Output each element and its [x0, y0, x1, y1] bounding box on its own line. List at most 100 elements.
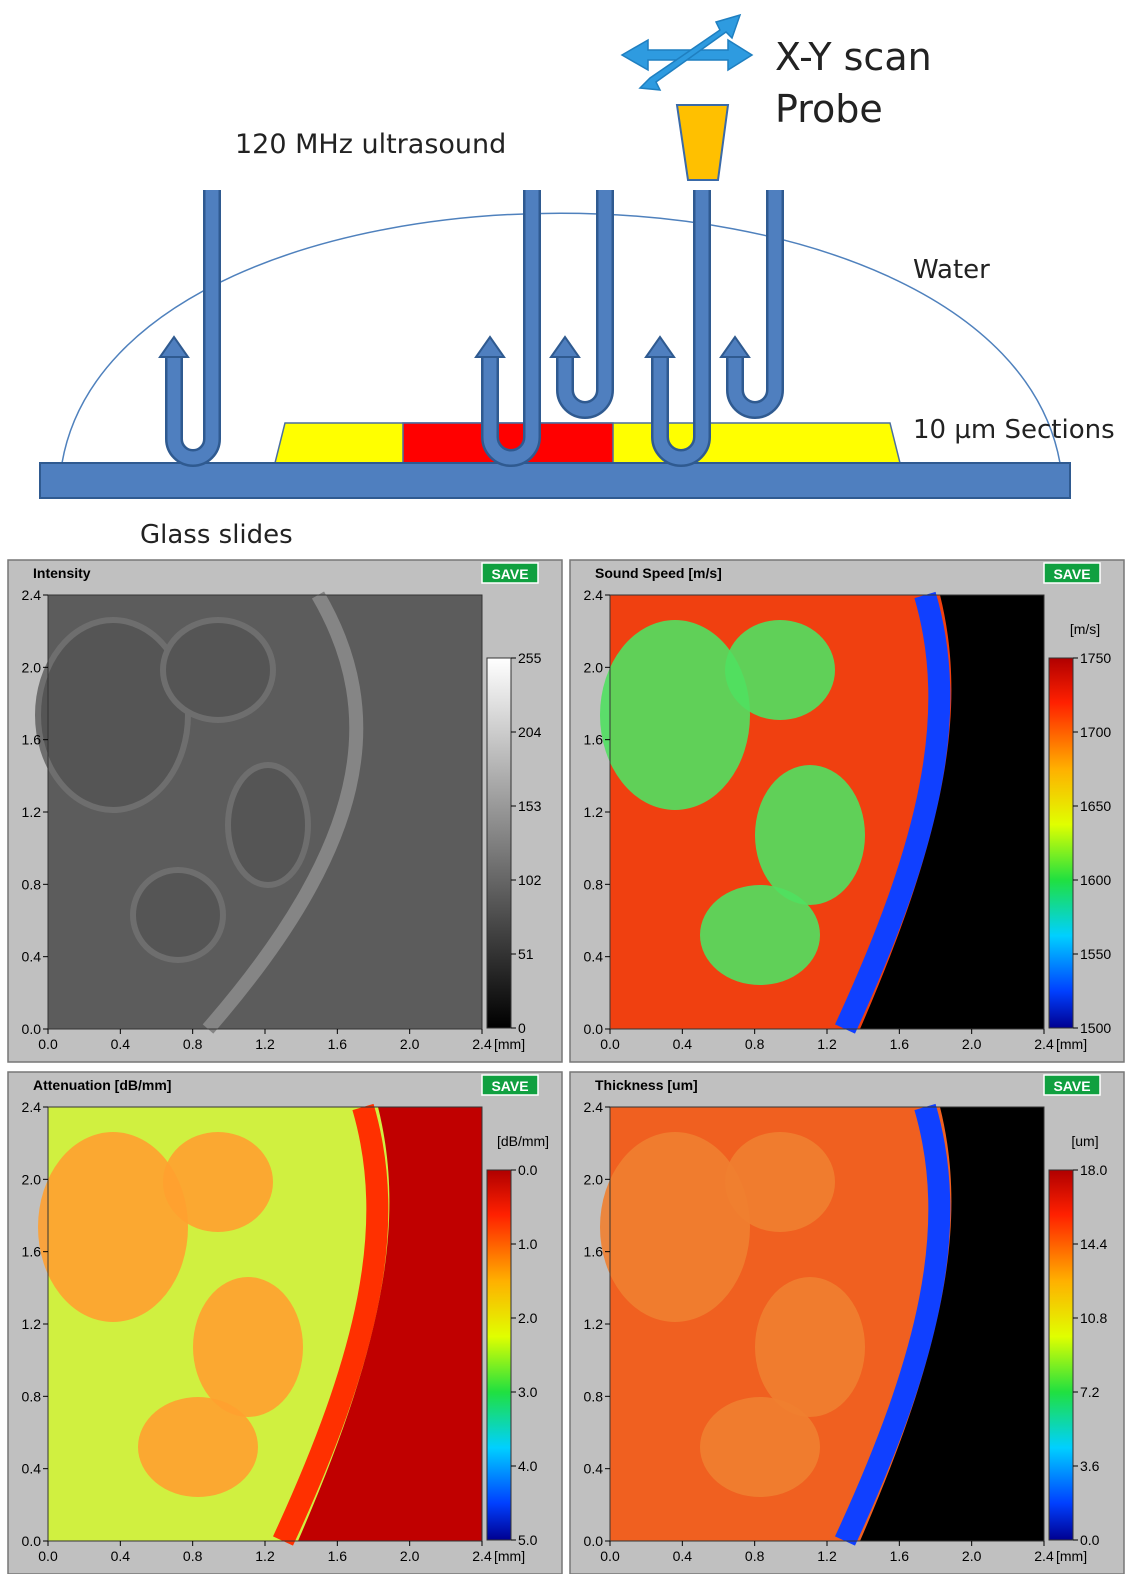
y-tick-label: 0.0 — [584, 1533, 604, 1549]
arrow-head — [721, 337, 749, 357]
ultrasound-label: 120 MHz ultrasound — [235, 129, 506, 160]
x-tick-label: 1.2 — [817, 1036, 837, 1052]
y-tick-label: 0.8 — [584, 1388, 604, 1404]
y-tick-label: 2.0 — [584, 1171, 604, 1187]
y-tick-label: 0.8 — [584, 876, 604, 892]
x-tick-label: 1.6 — [328, 1036, 348, 1052]
arrow-body — [565, 190, 605, 410]
colorbar-tick-label: 3.6 — [1080, 1458, 1100, 1474]
y-tick-label: 2.4 — [584, 1099, 604, 1115]
colorbar — [1049, 658, 1073, 1028]
y-tick-label: 1.2 — [22, 804, 42, 820]
x-tick-label: 0.8 — [183, 1548, 203, 1564]
y-tick-label: 1.6 — [584, 1244, 604, 1260]
x-tick-label: 1.2 — [255, 1036, 275, 1052]
x-tick-label: 2.0 — [400, 1548, 420, 1564]
colorbar-tick-label: 1700 — [1080, 724, 1111, 740]
x-tick-label: 0.4 — [111, 1548, 131, 1564]
sections-label: 10 µm Sections — [913, 415, 1115, 445]
colorbar-unit: [um] — [1071, 1133, 1098, 1149]
y-tick-label: 2.4 — [584, 587, 604, 603]
panel-title: Sound Speed [m/s] — [595, 565, 722, 581]
arrow-head — [551, 337, 579, 357]
colorbar-tick-label: 0.0 — [518, 1162, 538, 1178]
x-tick-label: 0.8 — [183, 1036, 203, 1052]
colorbar-tick-label: 204 — [518, 724, 542, 740]
x-tick-label: 1.6 — [890, 1036, 910, 1052]
x-tick-label: 2.4 — [472, 1036, 492, 1052]
y-tick-label: 1.6 — [584, 732, 604, 748]
x-tick-label: 1.6 — [328, 1548, 348, 1564]
colorbar — [1049, 1170, 1073, 1540]
tissue-feature — [725, 1132, 835, 1232]
x-tick-label: 2.0 — [962, 1548, 982, 1564]
scan-image — [600, 1107, 1044, 1541]
diagram: X-Y scan Probe 120 MHz ultrasound Water … — [40, 15, 1115, 550]
x-tick-label: 1.2 — [255, 1548, 275, 1564]
x-tick-label: 2.4 — [472, 1548, 492, 1564]
y-tick-label: 0.4 — [584, 949, 604, 965]
y-tick-label: 1.6 — [22, 732, 42, 748]
colorbar-tick-label: 1.0 — [518, 1236, 538, 1252]
glass-slide — [40, 463, 1070, 498]
slides-label: Glass slides — [140, 520, 293, 550]
save-button[interactable]: SAVE — [1053, 1078, 1090, 1094]
probe — [677, 105, 728, 180]
y-tick-label: 0.4 — [22, 949, 42, 965]
colorbar-tick-label: 5.0 — [518, 1532, 538, 1548]
panel-title: Intensity — [33, 565, 91, 581]
colorbar-tick-label: 7.2 — [1080, 1384, 1100, 1400]
tissue-feature — [700, 1397, 820, 1497]
y-tick-label: 0.0 — [22, 1021, 42, 1037]
colorbar-tick-label: 1500 — [1080, 1020, 1111, 1036]
panel: Sound Speed [m/s] SAVE 2.4 2.0 1.6 1.2 0.8 0.4 0… — [570, 560, 1124, 1062]
panel: Attenuation [dB/mm] SAVE 2.4 2.0 1.6 1.2 0.8 0.… — [8, 1072, 562, 1574]
x-tick-label: 1.6 — [890, 1548, 910, 1564]
x-tick-label: 2.4 — [1034, 1548, 1054, 1564]
panel-title: Attenuation [dB/mm] — [33, 1077, 171, 1093]
colorbar-unit: [dB/mm] — [497, 1133, 549, 1149]
colorbar — [487, 658, 511, 1028]
colorbar-tick-label: 4.0 — [518, 1458, 538, 1474]
colorbar-tick-label: 153 — [518, 798, 542, 814]
y-tick-label: 1.2 — [584, 804, 604, 820]
tissue-feature — [133, 870, 223, 960]
x-tick-label: 2.0 — [400, 1036, 420, 1052]
tissue-feature — [138, 1397, 258, 1497]
scan-label: X-Y scan — [775, 35, 932, 79]
x-tick-label: 0.8 — [745, 1548, 765, 1564]
x-tick-label: 0.0 — [38, 1548, 58, 1564]
save-button[interactable]: SAVE — [491, 566, 528, 582]
arrow-body — [735, 190, 775, 410]
x-unit: [mm] — [1056, 1036, 1087, 1052]
tissue-feature — [163, 620, 273, 720]
y-tick-label: 0.4 — [584, 1461, 604, 1477]
save-button[interactable]: SAVE — [1053, 566, 1090, 582]
colorbar-tick-label: 1600 — [1080, 872, 1111, 888]
x-tick-label: 0.0 — [38, 1036, 58, 1052]
colorbar-tick-label: 255 — [518, 650, 542, 666]
y-tick-label: 1.2 — [22, 1316, 42, 1332]
arrow-body — [490, 190, 532, 458]
y-tick-label: 2.0 — [584, 659, 604, 675]
colorbar-tick-label: 1650 — [1080, 798, 1111, 814]
x-tick-label: 0.4 — [673, 1036, 693, 1052]
tissue-feature — [755, 765, 865, 905]
tissue-feature — [755, 1277, 865, 1417]
colorbar-tick-label: 14.4 — [1080, 1236, 1107, 1252]
colorbar-tick-label: 51 — [518, 946, 534, 962]
x-tick-label: 0.4 — [673, 1548, 693, 1564]
figure: X-Y scan Probe 120 MHz ultrasound Water … — [0, 0, 1129, 1574]
scan-image — [600, 595, 1044, 1029]
y-tick-label: 0.0 — [584, 1021, 604, 1037]
colorbar-tick-label: 0 — [518, 1020, 526, 1036]
x-tick-label: 1.2 — [817, 1548, 837, 1564]
scan-arrows — [622, 15, 752, 90]
colorbar-tick-label: 18.0 — [1080, 1162, 1107, 1178]
x-tick-label: 0.8 — [745, 1036, 765, 1052]
x-unit: [mm] — [1056, 1548, 1087, 1564]
save-button[interactable]: SAVE — [491, 1078, 528, 1094]
tissue-feature — [163, 1132, 273, 1232]
